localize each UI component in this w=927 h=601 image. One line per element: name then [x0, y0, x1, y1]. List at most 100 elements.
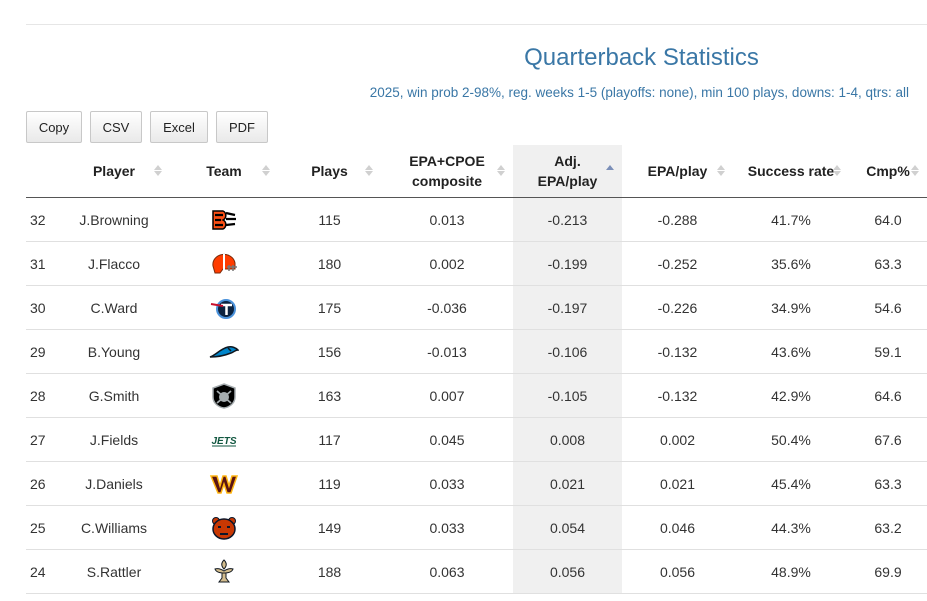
rank-cell: 25 [26, 505, 58, 550]
player-name-cell: J.Daniels [58, 461, 170, 506]
team-header[interactable]: Team [170, 145, 278, 198]
sort-icon [154, 164, 162, 178]
plays-cell: 163 [278, 373, 381, 418]
plays-cell: 175 [278, 285, 381, 330]
cmp-cell: 63.3 [849, 241, 927, 286]
cmp-cell: 67.6 [849, 417, 927, 462]
player-header[interactable]: Player [58, 145, 170, 198]
rank-cell: 31 [26, 241, 58, 286]
team-cell [170, 241, 278, 286]
svg-text:JETS: JETS [211, 436, 236, 447]
plays-cell: 188 [278, 549, 381, 594]
browns-logo-icon [212, 253, 237, 273]
composite-cell: 0.045 [381, 417, 513, 462]
epa-play-cell: -0.132 [622, 373, 733, 418]
plays-cell: 156 [278, 329, 381, 374]
cmp-cell: 69.9 [849, 549, 927, 594]
sort-icon [262, 164, 270, 178]
table-row: 24 S.Rattler 188 0.063 0.056 0.056 48.9% 69.9 [26, 549, 927, 594]
player-name-cell: G.Smith [58, 373, 170, 418]
team-cell [170, 285, 278, 330]
team-cell: JETS [170, 417, 278, 462]
rank-cell: 26 [26, 461, 58, 506]
sort-icon [911, 164, 919, 178]
sort-ascending-icon [606, 164, 614, 178]
raiders-logo-icon [212, 382, 236, 409]
table-row: 27 J.Fields JETS 117 0.045 0.008 0.002 50.4% 67.… [26, 417, 927, 462]
cmp-cell: 63.2 [849, 505, 927, 550]
rank-cell: 29 [26, 329, 58, 374]
rank-cell: 32 [26, 197, 58, 242]
export-toolbar: Copy CSV Excel PDF [26, 111, 268, 143]
cmp-cell: 64.6 [849, 373, 927, 418]
cmp-cell: 59.1 [849, 329, 927, 374]
success-rate-cell: 45.4% [733, 461, 849, 506]
composite-cell: -0.013 [381, 329, 513, 374]
player-name-cell: C.Ward [58, 285, 170, 330]
player-name-cell: J.Fields [58, 417, 170, 462]
csv-button[interactable]: CSV [90, 111, 142, 143]
sort-icon [833, 164, 841, 178]
epa-play-header[interactable]: EPA/play [622, 145, 733, 198]
success-rate-header[interactable]: Success rate [733, 145, 849, 198]
adj-epa-cell: 0.056 [513, 549, 622, 594]
success-rate-cell: 42.9% [733, 373, 849, 418]
qb-stats-table: Player Team Plays EPA+CPOE composite Adj.… [26, 145, 927, 594]
epa-play-cell: 0.046 [622, 505, 733, 550]
composite-cell: 0.033 [381, 461, 513, 506]
adj-epa-cell: 0.008 [513, 417, 622, 462]
copy-button[interactable]: Copy [26, 111, 82, 143]
bengals-logo-icon [212, 209, 236, 230]
saints-logo-icon [214, 558, 234, 582]
pdf-button[interactable]: PDF [216, 111, 268, 143]
cmp-header[interactable]: Cmp% [849, 145, 927, 198]
composite-cell: -0.036 [381, 285, 513, 330]
epa-play-cell: 0.002 [622, 417, 733, 462]
rank-cell: 28 [26, 373, 58, 418]
success-rate-cell: 44.3% [733, 505, 849, 550]
success-rate-cell: 35.6% [733, 241, 849, 286]
commanders-logo-icon [209, 474, 239, 494]
player-name-cell: J.Browning [58, 197, 170, 242]
epa-play-cell: -0.226 [622, 285, 733, 330]
epa-play-cell: 0.056 [622, 549, 733, 594]
page-title: Quarterback Statistics [524, 44, 759, 71]
success-rate-cell: 34.9% [733, 285, 849, 330]
success-rate-cell: 48.9% [733, 549, 849, 594]
composite-cell: 0.013 [381, 197, 513, 242]
team-cell [170, 461, 278, 506]
adj-epa-cell: -0.197 [513, 285, 622, 330]
cmp-cell: 54.6 [849, 285, 927, 330]
plays-header[interactable]: Plays [278, 145, 381, 198]
jets-logo-icon: JETS [211, 436, 236, 447]
top-divider [26, 24, 927, 25]
page-subtitle: 2025, win prob 2-98%, reg. weeks 1-5 (pl… [369, 85, 909, 100]
adj-epa-cell: 0.021 [513, 461, 622, 506]
sort-icon [365, 164, 373, 178]
table-row: 32 J.Browning 115 0.013 -0.213 -0.288 41.7% 64.… [26, 197, 927, 242]
player-name-cell: C.Williams [58, 505, 170, 550]
plays-cell: 149 [278, 505, 381, 550]
composite-cell: 0.063 [381, 549, 513, 594]
epa-play-cell: -0.252 [622, 241, 733, 286]
titans-logo-icon [210, 298, 236, 319]
rank-cell: 27 [26, 417, 58, 462]
player-name-cell: J.Flacco [58, 241, 170, 286]
composite-cell: 0.007 [381, 373, 513, 418]
table-row: 25 C.Williams 149 0.033 0.054 0.046 44.3% 63.2 [26, 505, 927, 550]
plays-cell: 117 [278, 417, 381, 462]
team-cell [170, 329, 278, 374]
composite-cell: 0.002 [381, 241, 513, 286]
adj-epa-header[interactable]: Adj. EPA/play [513, 145, 622, 198]
team-cell [170, 197, 278, 242]
cmp-cell: 63.3 [849, 461, 927, 506]
success-rate-cell: 50.4% [733, 417, 849, 462]
excel-button[interactable]: Excel [150, 111, 208, 143]
team-cell [170, 549, 278, 594]
composite-header[interactable]: EPA+CPOE composite [381, 145, 513, 198]
table-body: 32 J.Browning 115 0.013 -0.213 -0.288 41.7% 64.… [26, 197, 927, 594]
table-row: 31 J.Flacco 180 0.002 -0.199 -0.252 35.6% 63.3 [26, 241, 927, 286]
team-cell [170, 373, 278, 418]
team-cell [170, 505, 278, 550]
epa-play-cell: -0.288 [622, 197, 733, 242]
